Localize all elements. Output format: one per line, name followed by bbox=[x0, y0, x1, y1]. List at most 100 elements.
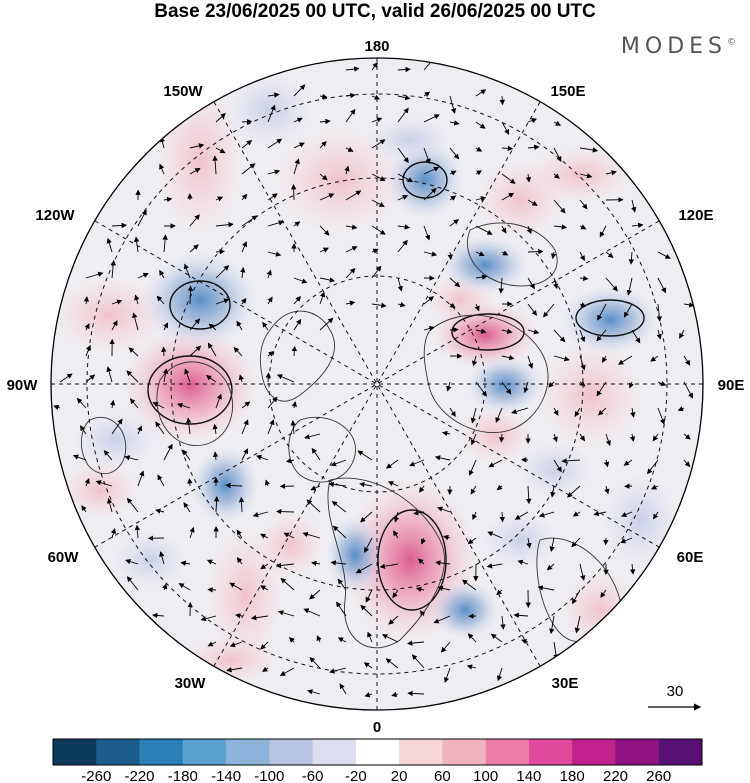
wind-arrow bbox=[215, 196, 224, 202]
wind-arrow bbox=[449, 95, 457, 114]
wind-arrow bbox=[215, 147, 226, 154]
wind-arrow bbox=[367, 631, 373, 643]
wind-arrow bbox=[262, 321, 269, 331]
wind-arrow bbox=[388, 615, 399, 625]
wind-arrow bbox=[538, 511, 555, 518]
wind-arrow bbox=[487, 531, 503, 539]
wind-arrow bbox=[303, 608, 321, 617]
wind-arrow bbox=[397, 147, 409, 164]
wind-arrow bbox=[319, 118, 331, 125]
colorbar-tick-label: 60 bbox=[434, 768, 451, 783]
wind-arrow bbox=[163, 196, 173, 203]
wind-arrow bbox=[527, 118, 538, 124]
wind-arrow bbox=[137, 425, 143, 435]
wind-arrow bbox=[415, 586, 425, 592]
wind-arrow bbox=[371, 117, 383, 123]
wind-arrow bbox=[280, 577, 295, 591]
colorbar-tick-label: 100 bbox=[473, 768, 498, 783]
wind-arrow bbox=[650, 355, 659, 362]
wind-arrow bbox=[553, 407, 559, 416]
wind-arrow bbox=[683, 433, 691, 440]
wind-arrow bbox=[470, 485, 477, 495]
wind-arrow bbox=[579, 433, 586, 442]
wind-arrow bbox=[683, 459, 691, 468]
wind-arrow bbox=[449, 170, 457, 176]
wind-arrow bbox=[602, 355, 608, 363]
wind-arrow bbox=[501, 354, 515, 361]
wind-arrow bbox=[440, 641, 451, 653]
wind-arrow bbox=[207, 641, 217, 647]
wind-arrow bbox=[470, 433, 477, 446]
wind-arrow bbox=[526, 537, 532, 549]
wind-arrow bbox=[359, 481, 373, 488]
wind-arrow bbox=[579, 302, 587, 308]
wind-arrow bbox=[262, 666, 269, 672]
wind-arrow bbox=[345, 146, 354, 152]
wind-arrow bbox=[397, 94, 411, 101]
wind-arrow bbox=[309, 589, 321, 600]
wind-arrow bbox=[76, 397, 87, 409]
wind-arrow bbox=[134, 294, 140, 305]
wind-arrow bbox=[579, 275, 589, 282]
colorbar-swatch bbox=[53, 739, 97, 765]
wind-arrow bbox=[553, 355, 570, 362]
wind-arrow bbox=[417, 558, 425, 565]
wind-arrow bbox=[137, 272, 149, 279]
colorbar-swatch bbox=[182, 739, 227, 765]
wind-arrow bbox=[126, 370, 139, 383]
wind-arrow bbox=[501, 250, 509, 256]
wind-arrow bbox=[189, 143, 205, 149]
wind-arrow bbox=[550, 251, 557, 260]
colorbar-tick-label: 180 bbox=[560, 768, 585, 783]
wind-arrow bbox=[501, 173, 516, 184]
wind-arrow bbox=[603, 459, 610, 468]
wind-arrow bbox=[496, 667, 503, 682]
wind-arrow bbox=[600, 589, 607, 598]
wind-arrow bbox=[653, 511, 659, 520]
wind-arrow bbox=[260, 563, 269, 570]
wind-arrow bbox=[107, 497, 113, 513]
colorbar-swatch bbox=[572, 739, 616, 765]
wind-arrow bbox=[461, 579, 477, 591]
wind-arrow bbox=[275, 508, 295, 515]
wind-arrow bbox=[226, 667, 243, 673]
wind-arrow bbox=[72, 454, 87, 461]
wind-arrow bbox=[250, 614, 269, 621]
wind-arrow bbox=[329, 667, 347, 674]
wind-arrow bbox=[683, 381, 694, 399]
wind-arrow bbox=[241, 419, 249, 435]
wind-arrow bbox=[267, 193, 278, 201]
wind-arrow bbox=[84, 478, 90, 487]
wind-arrow bbox=[371, 94, 381, 100]
wind-arrow bbox=[499, 95, 505, 106]
brand-mark: © bbox=[727, 37, 736, 48]
wind-arrow bbox=[111, 320, 118, 331]
wind-arrow bbox=[449, 195, 457, 201]
wind-arrow bbox=[537, 585, 555, 591]
coastlines bbox=[81, 222, 622, 649]
wind-arrow bbox=[418, 485, 425, 493]
wind-arrow bbox=[267, 169, 281, 175]
wind-arrow bbox=[553, 120, 562, 126]
wind-arrow bbox=[444, 667, 451, 683]
wind-arrow bbox=[475, 170, 483, 176]
wind-arrow bbox=[525, 173, 532, 183]
wind-arrow bbox=[345, 108, 356, 123]
wind-arrow bbox=[490, 633, 503, 643]
wind-arrow bbox=[423, 225, 431, 241]
colorbar bbox=[52, 738, 703, 766]
wind-arrow bbox=[449, 277, 461, 288]
wind-arrow bbox=[293, 318, 302, 331]
wind-arrow bbox=[189, 244, 199, 253]
wind-arrow bbox=[189, 318, 201, 331]
wind-arrow bbox=[498, 277, 504, 294]
wind-arrow bbox=[85, 271, 104, 279]
wind-arrow bbox=[423, 187, 437, 201]
wind-arrow bbox=[309, 656, 321, 669]
lon-label-120e: 120E bbox=[678, 207, 713, 224]
colorbar-tick-label: -100 bbox=[254, 768, 284, 783]
wind-arrow bbox=[392, 589, 399, 599]
wind-arrow bbox=[605, 277, 618, 292]
wind-arrow bbox=[152, 612, 165, 619]
wind-arrow bbox=[267, 396, 278, 409]
